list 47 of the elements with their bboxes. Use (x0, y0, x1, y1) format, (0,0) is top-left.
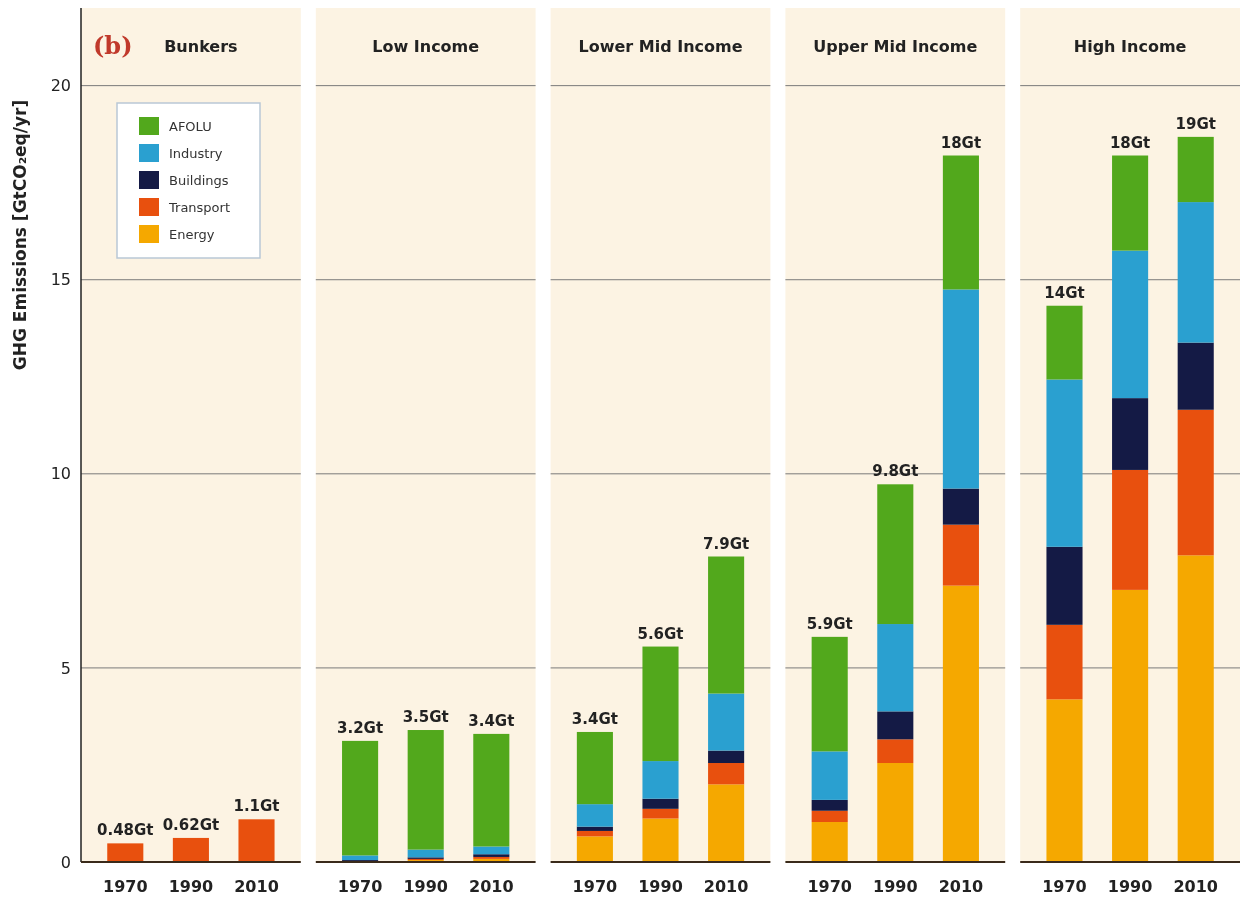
total-label: 18Gt (1109, 133, 1151, 152)
total-label: 5.6Gt (637, 624, 684, 643)
x-tick-label: 1990 (403, 877, 448, 896)
total-label: 18Gt (940, 133, 982, 152)
x-tick-label: 2010 (938, 877, 984, 896)
total-label: 3.2Gt (337, 718, 384, 737)
legend-label: AFOLU (169, 118, 212, 134)
annotation: (b) (93, 31, 133, 60)
x-tick-label: 1970 (337, 877, 383, 896)
total-label: 5.9Gt (806, 614, 853, 633)
x-tick-label: 1970 (1042, 877, 1087, 896)
total-label: 3.4Gt (571, 709, 618, 728)
total-label: 7.9Gt (703, 534, 750, 553)
total-label: 3.4Gt (468, 711, 515, 730)
legend-label: Buildings (169, 172, 229, 188)
total-label: 1.1Gt (233, 797, 280, 816)
legend-label: Energy (169, 226, 215, 242)
total-label: 0.62Gt (162, 815, 220, 834)
x-tick-label: 1970 (572, 877, 618, 896)
legend-label: Industry (169, 145, 223, 161)
x-tick-label: 2010 (703, 877, 749, 896)
x-tick-label: 2010 (1173, 877, 1218, 896)
total-label: 3.5Gt (402, 708, 449, 727)
total-label: 9.8Gt (872, 462, 919, 481)
x-tick-label: 2010 (234, 877, 279, 896)
x-tick-label: 1990 (638, 877, 683, 896)
legend-label: Transport (168, 199, 231, 215)
x-tick-label: 1970 (103, 877, 148, 896)
text: Upper Mid Income (813, 37, 978, 56)
text: Lower Mid Income (578, 37, 743, 56)
y-tick-label: 0 (60, 852, 71, 872)
y-tick-label: 20 (50, 76, 71, 96)
x-tick-label: 1970 (807, 877, 852, 896)
text: High Income (1073, 37, 1187, 56)
text: Low Income (372, 37, 480, 56)
x-tick-label: 2010 (469, 877, 514, 896)
x-tick-label: 1990 (168, 877, 214, 896)
y-tick-label: 15 (50, 270, 71, 290)
text: Bunkers (164, 37, 238, 56)
x-tick-label: 1990 (1107, 877, 1153, 896)
total-label: 0.48Gt (97, 821, 154, 840)
y-tick-label: 5 (60, 658, 71, 678)
total-label: 19Gt (1175, 114, 1216, 133)
y-axis-title: GHG Emissions [GtCO₂eq/yr] (10, 99, 30, 371)
total-label: 14Gt (1044, 283, 1085, 302)
y-tick-label: 10 (50, 464, 71, 484)
x-tick-label: 1990 (873, 877, 918, 896)
